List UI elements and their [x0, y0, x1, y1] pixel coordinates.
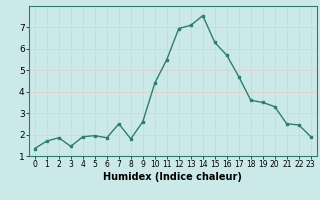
X-axis label: Humidex (Indice chaleur): Humidex (Indice chaleur): [103, 172, 242, 182]
